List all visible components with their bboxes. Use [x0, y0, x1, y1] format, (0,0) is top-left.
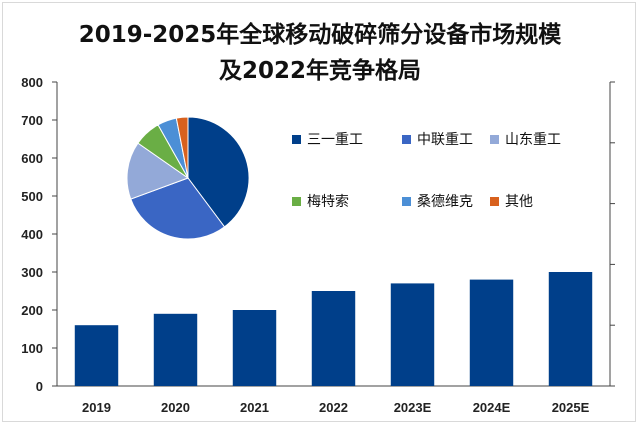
legend-label: 三一重工 — [307, 132, 363, 148]
secondary-axis — [609, 81, 615, 387]
bar-2021 — [232, 310, 277, 386]
x-tick-label: 2021 — [240, 400, 269, 415]
pie-slice-其他 — [175, 116, 189, 179]
pie-slice-三一重工 — [187, 116, 250, 228]
legend-label: 其他 — [505, 194, 533, 210]
legend-label: 梅特索 — [307, 193, 349, 210]
chart-frame — [2, 2, 636, 422]
y-tick-label: 600 — [21, 151, 43, 166]
bar-2019 — [74, 325, 119, 386]
y-tick-label: 0 — [36, 379, 43, 394]
x-tick-label: 2025E — [552, 400, 590, 415]
bar-2025E — [548, 272, 593, 386]
y-tick-label: 200 — [21, 303, 43, 318]
x-tick-label: 2022 — [319, 400, 348, 415]
pie-slice-中联重工 — [130, 177, 226, 240]
chart-title-line1: 2019-2025年全球移动破碎筛分设备市场规模 — [79, 21, 563, 48]
bar-2024E — [469, 279, 514, 386]
y-tick-label: 700 — [21, 113, 43, 128]
y-tick-label: 100 — [21, 341, 43, 356]
legend-label: 中联重工 — [417, 132, 473, 148]
y-tick-label: 500 — [21, 189, 43, 204]
legend-swatch — [402, 197, 411, 206]
x-tick-label: 2019 — [82, 400, 111, 415]
bar-2022 — [311, 291, 356, 386]
legend-swatch — [292, 197, 301, 206]
x-tick-label: 2024E — [473, 400, 511, 415]
legend-swatch — [292, 135, 301, 144]
pie-chart — [126, 116, 250, 240]
legend-swatch — [490, 135, 499, 144]
bar-2020 — [153, 313, 198, 386]
bar-series — [74, 272, 593, 386]
y-tick-label: 800 — [21, 75, 43, 90]
y-tick-label: 300 — [21, 265, 43, 280]
chart-title-line2: 及2022年竞争格局 — [219, 57, 421, 84]
pie-slice-山东重工 — [126, 142, 190, 200]
legend-label: 山东重工 — [505, 132, 561, 148]
x-tick-label: 2020 — [161, 400, 190, 415]
y-tick-label: 400 — [21, 227, 43, 242]
legend-label: 桑德维克 — [417, 194, 473, 210]
x-axis: 2019 2020 2021 2022 2023E 2024E 2025E — [57, 385, 610, 415]
bar-2023E — [390, 283, 435, 386]
legend-swatch — [402, 135, 411, 144]
y-axis: 0 100 200 300 400 500 600 700 800 — [21, 75, 58, 394]
legend-swatch — [490, 197, 499, 206]
x-tick-label: 2023E — [394, 400, 432, 415]
